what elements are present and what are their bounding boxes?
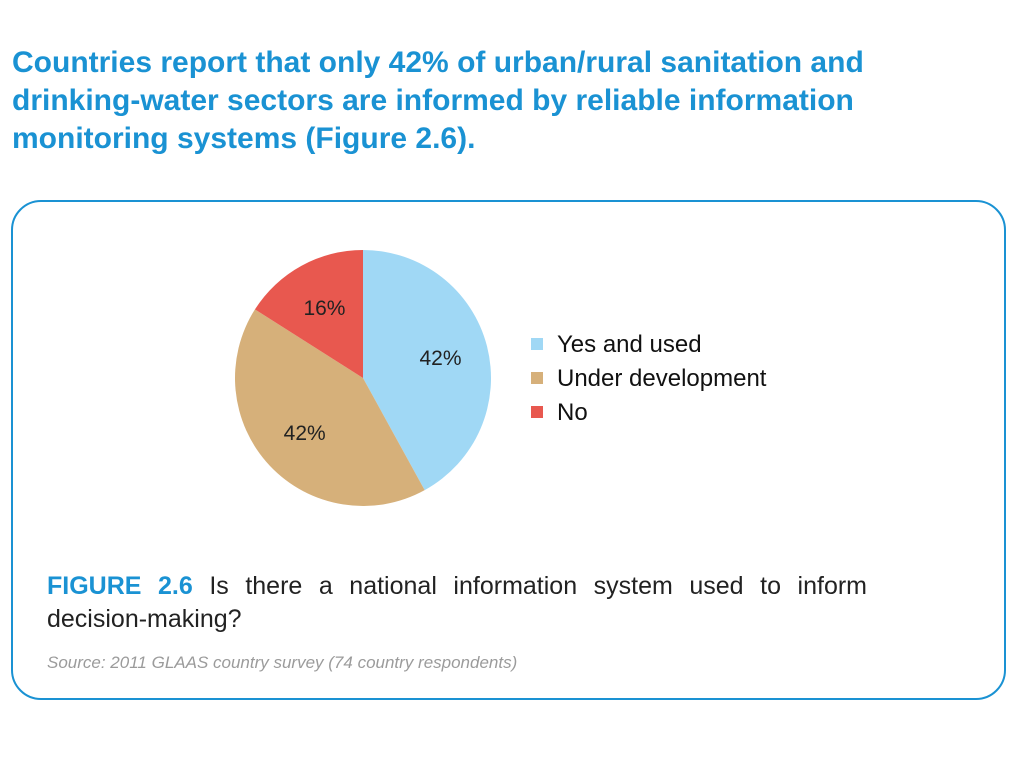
legend-swatch [531, 338, 543, 350]
slice-value-label: 42% [419, 347, 461, 370]
pie-slice [363, 250, 491, 491]
legend-label: No [557, 399, 588, 426]
legend: Yes and used Under development No [531, 331, 767, 426]
legend-swatch [531, 406, 543, 418]
pie-slice [235, 309, 425, 506]
source-note: Source: 2011 GLAAS country survey (74 co… [47, 653, 518, 672]
headline: Countries report that only 42% of urban/… [12, 44, 1012, 158]
figure-panel [11, 200, 1006, 700]
slice-value-label: 16% [303, 297, 345, 320]
headline-line: drinking-water sectors are informed by r… [12, 84, 854, 117]
figure-caption: FIGURE 2.6 Is there a national informati… [47, 570, 867, 636]
pie-value-labels: 42% 42% 16% [284, 297, 462, 445]
headline-line: monitoring systems (Figure 2.6). [12, 122, 476, 155]
figure-label: FIGURE 2.6 [47, 572, 193, 600]
legend-label: Under development [557, 365, 767, 392]
slice-value-label: 42% [284, 422, 326, 445]
legend-label: Yes and used [557, 331, 702, 358]
headline-line: Countries report that only 42% of urban/… [12, 46, 864, 79]
pie-slices [235, 250, 491, 506]
legend-swatch [531, 372, 543, 384]
pie-slice [254, 250, 363, 378]
caption-text: Is there a national information system u… [47, 572, 868, 633]
